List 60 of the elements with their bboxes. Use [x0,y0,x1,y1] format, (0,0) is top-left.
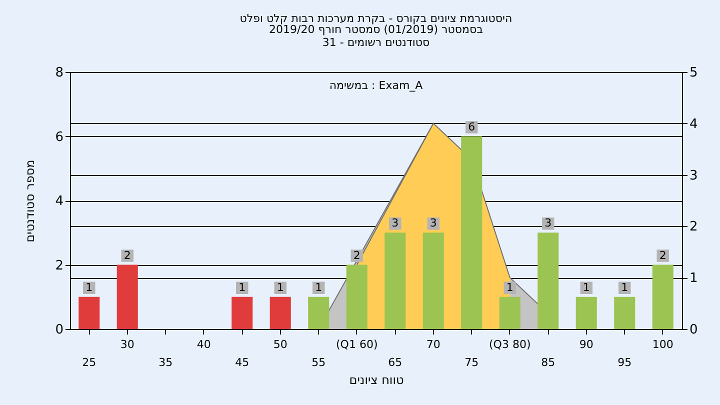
x-axis-title: טווח ציונים [349,373,404,387]
chart-title: היסטוגרמת ציונים בקורס - בקרת מערכות רבות קלט ופלט [240,12,512,25]
x-tick-label: (Q1 60) [336,338,378,351]
data-label: 1 [582,280,590,294]
bar [499,296,520,329]
bar [538,232,559,329]
x-tick-label: 55 [312,356,326,369]
bar [384,232,406,329]
x-tick-label: 50 [273,338,288,351]
bar [78,296,100,329]
bar [614,296,636,329]
x-tick-label: 40 [196,338,211,351]
x-tick-label: 100 [652,338,674,351]
y-tick-label: 0 [55,322,64,338]
y-tick-label: 8 [55,66,64,80]
y2-tick-label: 1 [690,271,698,286]
data-label: 2 [353,248,360,262]
bar [270,296,291,329]
x-tick-label: 95 [618,356,632,369]
data-label: 2 [659,248,666,262]
data-label: 1 [621,280,628,294]
x-tick-label: 75 [464,356,479,369]
bar [422,232,444,329]
y2-tick-label: 0 [690,322,698,338]
x-tick-label: 70 [426,338,440,351]
x-tick-label: 90 [579,338,594,351]
data-label: 3 [392,216,399,230]
bar [652,264,674,329]
bar [116,264,138,329]
x-tick-label: 35 [158,356,173,369]
y2-tick-label: 3 [690,168,698,184]
data-label: 1 [238,280,246,294]
data-label: 1 [506,280,514,294]
bar [346,264,368,329]
annotation: במשימה : Exam_A [329,79,424,92]
data-label: 3 [544,216,552,230]
y2-tick-label: 4 [690,116,698,132]
x-tick-label: 45 [235,356,250,369]
y-tick-label: 6 [55,130,64,145]
x-tick-label: 65 [388,356,402,369]
x-tick-label: 25 [82,356,96,369]
x-tick-label: 85 [541,356,556,369]
x-tick-label: (Q3 80) [489,338,531,351]
chart-subtitle: בסמסטר (01/2019) סמסטר חורף 2019/20 סטודנטים רשומים - 31 [269,23,483,49]
y2-tick-label: 2 [690,220,698,235]
data-label: 3 [430,216,437,230]
bar [461,136,482,329]
y-tick-label: 2 [55,258,64,274]
data-label: 1 [315,280,322,294]
bar [576,296,597,329]
data-label: 2 [124,248,131,262]
y-axis-title: מספר סטודנטים [23,160,38,242]
y2-tick-label: 5 [690,66,698,80]
data-label: 1 [86,280,93,294]
y-tick-label: 4 [55,194,64,209]
bar [308,296,330,329]
x-tick-label: 30 [120,338,134,351]
bar [232,296,253,329]
data-label: 1 [276,280,284,294]
data-label: 6 [468,120,476,134]
